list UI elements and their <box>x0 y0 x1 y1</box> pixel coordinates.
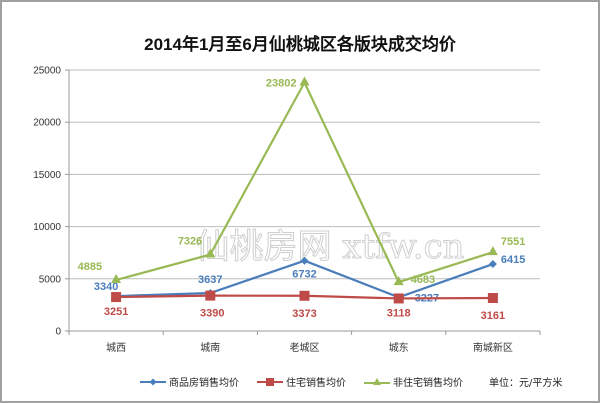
data-point <box>487 246 498 256</box>
legend-label: 商品房销售均价 <box>169 378 239 389</box>
data-point <box>300 256 309 265</box>
data-label: 4683 <box>411 274 435 286</box>
data-label: 3251 <box>104 306 128 318</box>
square-marker-icon <box>257 377 283 386</box>
data-point <box>393 293 404 304</box>
data-point <box>393 276 404 286</box>
data-label: 6415 <box>501 254 525 266</box>
data-label: 7326 <box>178 236 202 248</box>
data-point <box>205 290 216 301</box>
y-tick-label: 15000 <box>33 170 61 181</box>
y-tick-label: 20000 <box>33 118 61 129</box>
data-label: 4885 <box>78 261 102 273</box>
data-point <box>299 76 310 86</box>
x-tick-label: 城南 <box>200 341 220 354</box>
chart-title: 2014年1月至6月仙桃城区各版块成交均价 <box>144 35 456 54</box>
y-tick-label: 0 <box>55 327 61 338</box>
legend-item-residential: 住宅销售均价 <box>257 374 346 389</box>
data-point <box>111 292 122 303</box>
data-label: 23802 <box>266 78 297 90</box>
x-tick-label: 城西 <box>106 342 126 354</box>
triangle-marker-icon <box>364 377 390 385</box>
x-tick-label: 老城区 <box>290 341 320 354</box>
legend-item-commercial: 商品房销售均价 <box>140 374 239 389</box>
legend-label: 非住宅销售均价 <box>393 378 463 389</box>
data-point <box>299 290 310 301</box>
data-label: 3340 <box>94 281 118 293</box>
watermark: 仙桃房网 xtfw.cn <box>195 227 464 267</box>
x-tick-label: 城东 <box>389 341 409 354</box>
y-tick-label: 10000 <box>33 222 61 233</box>
chart-legend: 商品房销售均价 住宅销售均价 非住宅销售均价 单位：元/平方米 <box>140 374 562 389</box>
legend-label: 住宅销售均价 <box>286 378 346 389</box>
data-point <box>111 274 122 284</box>
x-tick-label: 南城新区 <box>473 341 513 354</box>
unit-label: 单位：元/平方米 <box>489 378 563 389</box>
legend-item-nonresidential: 非住宅销售均价 <box>364 374 463 389</box>
data-point <box>205 248 216 258</box>
data-label: 3390 <box>200 308 224 320</box>
data-label: 3373 <box>292 308 316 320</box>
data-label: 3637 <box>198 274 222 286</box>
data-label: 3161 <box>481 310 505 322</box>
data-point <box>488 260 497 269</box>
diamond-marker-icon <box>140 378 166 385</box>
data-point <box>487 292 498 303</box>
data-label: 6732 <box>292 269 316 281</box>
y-tick-label: 25000 <box>33 66 61 77</box>
data-label: 3118 <box>387 307 411 319</box>
data-label: 7551 <box>501 236 525 248</box>
y-tick-label: 5000 <box>39 274 62 285</box>
